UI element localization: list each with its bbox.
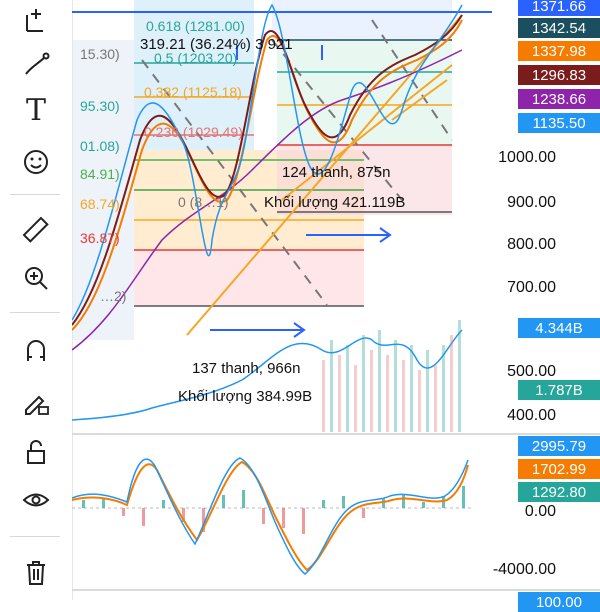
- toolbar-divider: [10, 194, 60, 195]
- measure-tool[interactable]: [14, 210, 58, 250]
- line-tool-icon: [25, 52, 50, 75]
- oscillator-tag: 1292.80: [518, 482, 600, 502]
- price-tick: 1000.00: [498, 149, 556, 166]
- price-tick: 500.00: [507, 363, 556, 380]
- chart-canvas[interactable]: [72, 0, 600, 600]
- unlock-tool[interactable]: [14, 432, 58, 472]
- fib-label: 0 (8…1): [178, 194, 229, 210]
- measure-volume-label: Khối lượng 421.119B: [264, 194, 406, 211]
- trend-line: [281, 64, 453, 201]
- ema-line: [72, 19, 463, 331]
- price-tag: 1337.98: [518, 41, 600, 61]
- delete-tool[interactable]: [14, 552, 58, 592]
- lock-drawing-tool[interactable]: [14, 382, 58, 422]
- measure-bars-label: 124 thanh, 875n: [282, 164, 391, 181]
- measure-range-marker: [236, 45, 323, 60]
- fib-label: 0.618 (1281.00): [146, 18, 245, 34]
- trend-dashed-line: [371, 19, 453, 141]
- measure-bars-label: 137 thanh, 966n: [192, 360, 301, 377]
- fib-label: 95.30): [80, 98, 120, 114]
- trash-icon: [27, 561, 45, 585]
- toolbar-divider: [10, 312, 60, 313]
- oscillator-histogram: [82, 486, 465, 534]
- price-line: [72, 3, 463, 321]
- measure-arrow-head: [379, 227, 392, 243]
- oscillator-macd-line: [72, 457, 469, 575]
- trend-dashed-line: [271, 39, 403, 201]
- fib-label: 0.5 (1203.20): [154, 50, 238, 66]
- ruler-icon: [22, 216, 49, 243]
- price-tag: 1296.83: [518, 65, 600, 85]
- pencil-lock-icon: [25, 395, 49, 415]
- emoji-tool[interactable]: [14, 142, 58, 182]
- eye-icon: [22, 493, 50, 507]
- cursor-cross-icon: [26, 9, 43, 32]
- zoom-in-icon: [25, 267, 48, 290]
- fib-label: 01.08): [80, 138, 120, 154]
- fib-label: 0.236 (1029.49): [144, 124, 243, 140]
- price-tag: 1135.50: [518, 113, 600, 133]
- measure-arrow-head: [293, 322, 306, 338]
- price-tag: 1371.66: [518, 0, 600, 16]
- volume-line: [72, 329, 463, 421]
- crosshair-tool[interactable]: [14, 0, 58, 40]
- price-tick: 800.00: [507, 236, 556, 253]
- fib-label: 84.91): [80, 166, 120, 182]
- fib-label: 36.87): [80, 230, 120, 246]
- toolbar-divider: [10, 536, 60, 537]
- price-tick: 700.00: [507, 279, 556, 296]
- text-tool[interactable]: T: [14, 90, 58, 130]
- oscillator-tag: 2995.79: [518, 436, 600, 456]
- chart-area[interactable]: 0.618 (1281.00) 0.5 (1203.20) 0.382 (112…: [72, 0, 600, 612]
- volume-tag: 1.787B: [518, 380, 600, 400]
- unlock-icon: [27, 440, 45, 464]
- price-tag: 1238.66: [518, 89, 600, 109]
- price-tick: 400.00: [507, 407, 556, 424]
- fib-label: …2): [100, 288, 127, 304]
- volume-bars: [322, 320, 461, 432]
- zoom-tool[interactable]: [14, 258, 58, 298]
- fib-label: 0.382 (1125.18): [144, 84, 242, 100]
- trend-line-tool[interactable]: [14, 44, 58, 84]
- volume-tag: 4.344B: [518, 318, 600, 338]
- fib-zone: [134, 250, 364, 306]
- oscillator-tick: 0.00: [524, 503, 556, 520]
- measure-volume-label: Khối lượng 384.99B: [178, 388, 313, 405]
- magnet-icon: [27, 340, 45, 361]
- magnet-tool[interactable]: [14, 330, 58, 370]
- trend-line: [186, 14, 463, 336]
- fib-label: 15.30): [80, 46, 120, 62]
- oscillator-signal-line: [72, 460, 469, 572]
- oscillator-tick: -4000.00: [492, 561, 556, 578]
- measure-result-label: 319.21 (36.24%) 3 921: [140, 36, 293, 53]
- shaded-zone: [72, 40, 134, 340]
- text-icon: T: [25, 92, 46, 128]
- measure-zone: [272, 0, 452, 40]
- oscillator-tag: 1702.99: [518, 459, 600, 479]
- visibility-tool[interactable]: [14, 480, 58, 520]
- price-tag: 1342.54: [518, 18, 600, 38]
- drawing-toolbar: T: [0, 0, 73, 600]
- price-tick: 900.00: [507, 194, 556, 211]
- smiley-icon: [24, 150, 48, 174]
- fib-label: 68.74): [80, 196, 120, 212]
- oscillator-tag: 100.00: [518, 592, 600, 612]
